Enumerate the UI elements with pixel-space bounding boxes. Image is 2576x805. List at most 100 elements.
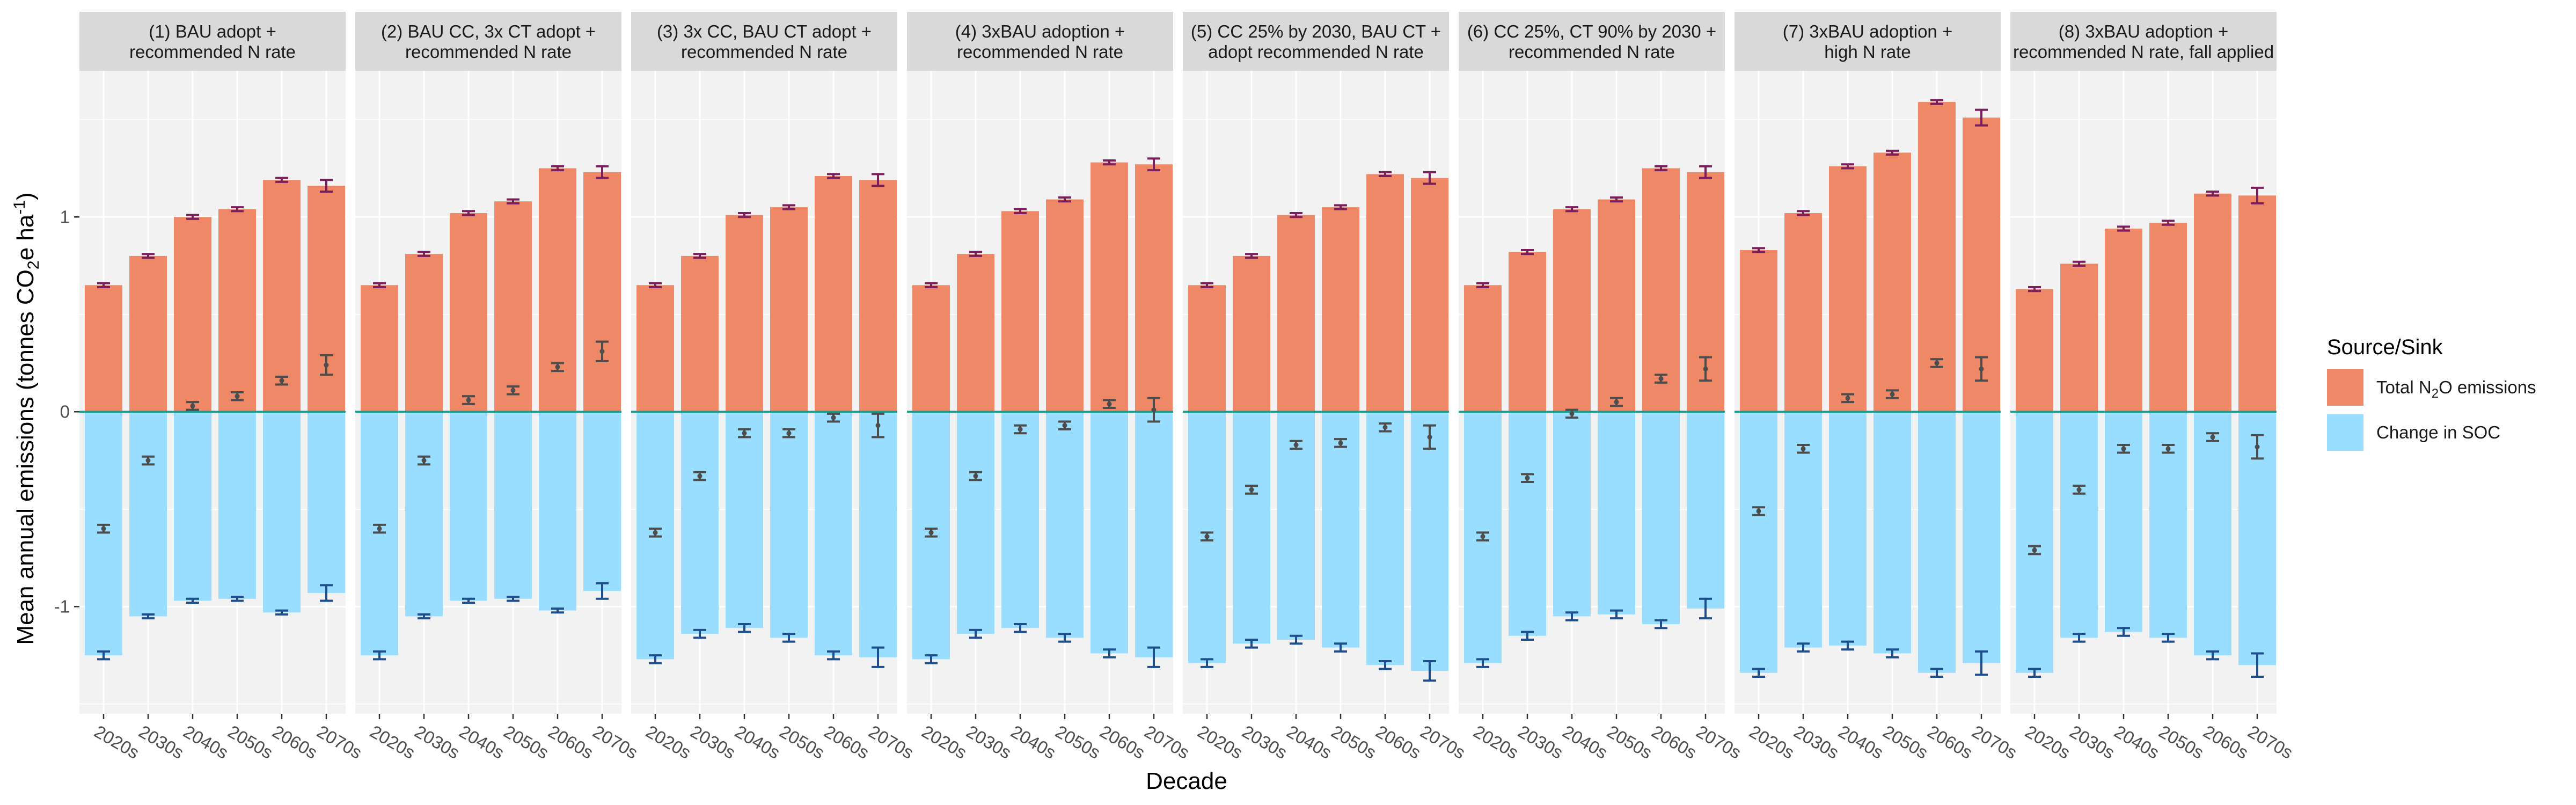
- error-bar-soc: [1752, 668, 1765, 678]
- bar-soc: [129, 412, 167, 617]
- legend-key-soc: [2327, 414, 2363, 451]
- error-bar-soc: [142, 613, 155, 620]
- facet-title-line: recommended N rate: [405, 42, 572, 62]
- error-bar-soc: [2073, 633, 2085, 643]
- x-tick-label: 2030s: [963, 721, 1015, 763]
- error-bar-n2o: [373, 282, 386, 288]
- error-bar-soc: [1058, 633, 1071, 643]
- bar-n2o: [1411, 178, 1448, 412]
- net-point: [279, 378, 284, 383]
- error-bar-soc: [186, 597, 199, 604]
- error-bar-soc: [2251, 652, 2264, 678]
- bar-soc: [539, 412, 576, 611]
- error-bars: [373, 165, 609, 661]
- facet-title-line: (1) BAU adopt +: [149, 21, 276, 41]
- bar-n2o: [129, 255, 167, 412]
- bar-soc: [583, 412, 621, 591]
- y-axis: -1 0 1: [54, 207, 79, 616]
- error-bar-n2o: [1334, 204, 1347, 210]
- net-point: [1427, 434, 1432, 440]
- net-point: [235, 393, 240, 399]
- x-tick-label: 2070s: [2245, 721, 2296, 763]
- error-bar-n2o: [551, 165, 564, 172]
- legend: Source/Sink Total N2O emissions Change in …: [2327, 335, 2536, 451]
- error-bar-n2o: [827, 173, 840, 179]
- legend-item: Change in SOC: [2327, 414, 2500, 451]
- x-tick-label: 2040s: [1560, 721, 1611, 763]
- bars: [636, 176, 897, 660]
- facet-title: (8) 3xBAU adoption +recommended N rate, …: [2013, 21, 2274, 62]
- legend-label: Change in SOC: [2376, 422, 2500, 442]
- net-point: [1934, 361, 1940, 366]
- error-bar-soc: [1379, 660, 1392, 670]
- error-bars: [1201, 171, 1436, 682]
- facet-panel: (3) 3x CC, BAU CT adopt +recommended N r…: [631, 12, 917, 763]
- x-tick-label: 2070s: [1141, 721, 1193, 763]
- facet-title: (4) 3xBAU adoption +recommended N rate: [955, 21, 1125, 62]
- facet-panels: (1) BAU adopt +recommended N rate2020s20…: [79, 12, 2296, 763]
- x-tick-label: 2070s: [590, 721, 641, 763]
- x-tick-label: 2020s: [91, 721, 143, 763]
- net-point: [1338, 440, 1343, 445]
- facet-title-line: (6) CC 25%, CT 90% by 2030 +: [1467, 21, 1716, 41]
- x-tick-label: 2040s: [732, 721, 784, 763]
- error-bar-soc: [1290, 634, 1302, 645]
- bar-soc: [494, 412, 532, 599]
- x-tick-label: 2060s: [821, 721, 873, 763]
- error-bars: [2028, 186, 2264, 678]
- bar-n2o: [1784, 213, 1822, 412]
- bars: [1188, 174, 1448, 671]
- bar-soc: [770, 412, 808, 638]
- bar-n2o: [1233, 255, 1270, 412]
- error-bar-soc: [2206, 650, 2219, 661]
- error-bar-soc: [231, 596, 244, 602]
- x-tick-label: 2040s: [1835, 721, 1887, 763]
- bar-n2o: [1464, 285, 1502, 412]
- bar-soc: [308, 412, 345, 593]
- error-bars: [1752, 99, 1988, 678]
- facet-strip: [631, 12, 897, 71]
- bar-n2o: [263, 180, 301, 412]
- bar-n2o: [1322, 207, 1359, 412]
- error-bar-soc: [872, 646, 884, 668]
- x-tick-label: 2050s: [225, 721, 276, 763]
- net-point: [1480, 534, 1485, 539]
- x-tick-label: 2060s: [1924, 721, 1976, 763]
- x-tick-label: 2050s: [1328, 721, 1380, 763]
- bar-n2o: [85, 285, 122, 412]
- bar-n2o: [494, 201, 532, 412]
- facet-title: (1) BAU adopt +recommended N rate: [129, 21, 296, 62]
- bar-n2o: [1001, 211, 1039, 412]
- error-bar-n2o: [1655, 165, 1667, 172]
- facet-title: (5) CC 25% by 2030, BAU CT +adopt recomm…: [1191, 21, 1441, 62]
- facet-panel: (4) 3xBAU adoption +recommended N rate 20…: [907, 12, 1193, 763]
- error-bar-n2o: [1699, 165, 1712, 179]
- error-bar-n2o: [693, 253, 706, 259]
- error-bar-soc: [1565, 611, 1578, 621]
- bar-soc: [1829, 412, 1867, 646]
- bar-n2o: [1188, 285, 1226, 412]
- net-point: [875, 423, 881, 428]
- bar-n2o: [450, 213, 487, 412]
- net-point: [1151, 407, 1157, 413]
- bar-soc: [681, 412, 719, 634]
- bar-soc: [1642, 412, 1680, 625]
- net-point: [421, 458, 427, 463]
- error-bar-soc: [1245, 639, 1258, 649]
- facet-title-line: (3) 3x CC, BAU CT adopt +: [657, 21, 872, 41]
- error-bar-soc: [1610, 609, 1623, 620]
- bar-soc: [405, 412, 443, 617]
- facet-strip: [2010, 12, 2277, 71]
- error-bar-soc: [1334, 642, 1347, 653]
- legend-title: Source/Sink: [2327, 335, 2443, 359]
- error-bar-soc: [275, 609, 288, 616]
- bar-soc: [1001, 412, 1039, 628]
- error-bar-n2o: [1201, 282, 1213, 288]
- net-point: [973, 473, 978, 479]
- error-bar-n2o: [231, 206, 244, 213]
- x-tick-label: 2050s: [777, 721, 828, 763]
- net-point: [145, 458, 151, 463]
- facet-title: (6) CC 25%, CT 90% by 2030 +recommended …: [1467, 21, 1716, 62]
